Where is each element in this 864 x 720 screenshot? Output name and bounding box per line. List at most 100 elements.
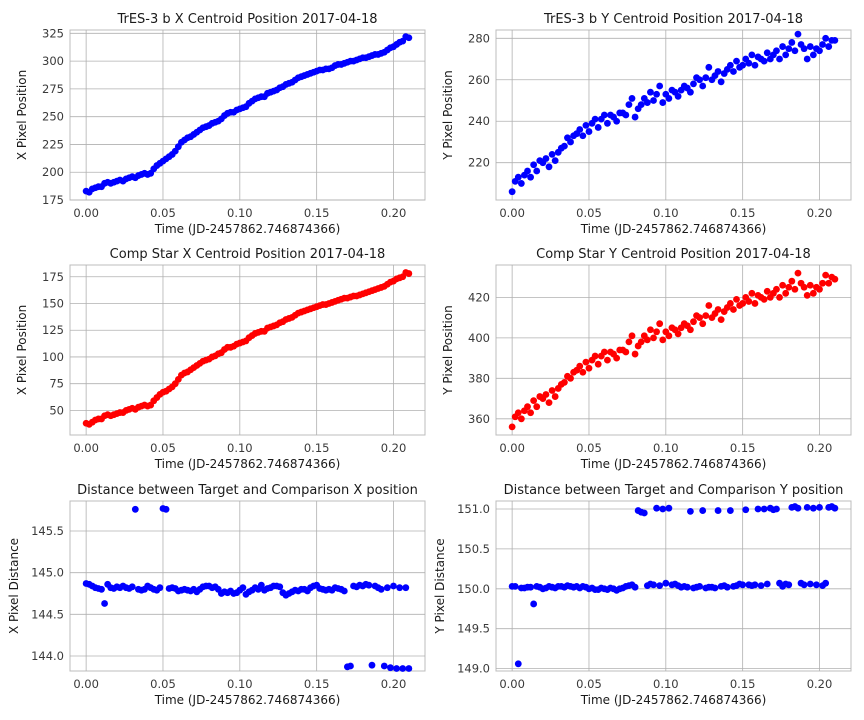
- plot-area: [495, 264, 852, 436]
- data-point: [696, 76, 704, 84]
- data-point: [585, 128, 593, 135]
- data-point: [788, 39, 796, 46]
- data-point: [508, 423, 516, 431]
- data-point: [650, 97, 657, 104]
- data-point: [653, 328, 660, 336]
- y-tick-label: 225: [42, 137, 64, 151]
- data-point: [631, 350, 639, 358]
- data-point: [739, 581, 747, 589]
- data-point: [717, 316, 725, 324]
- data-point: [831, 36, 839, 44]
- data-point: [368, 661, 376, 669]
- data-point: [514, 173, 522, 181]
- data-point: [822, 579, 830, 587]
- subplot-3: 0.00 0.05 0.10 0.15 0.20 50 75 100 125 150 175 Comp…: [15, 247, 426, 471]
- data-point: [604, 119, 611, 127]
- y-tick-label: 150: [42, 296, 64, 310]
- data-point: [647, 88, 654, 96]
- data-point: [387, 664, 394, 672]
- x-tick-label: 0.10: [227, 677, 253, 691]
- data-point: [591, 352, 599, 360]
- data-point: [806, 281, 814, 289]
- data-point: [748, 51, 756, 59]
- x-tick-label: 0.20: [807, 677, 833, 691]
- y-tick-label: 144.0: [31, 649, 64, 663]
- data-point: [800, 45, 808, 53]
- data-point: [751, 300, 759, 307]
- y-tick-label: 240: [468, 114, 490, 128]
- y-tick-label: 220: [468, 156, 490, 170]
- data-point: [705, 63, 713, 71]
- x-tick-label: 0.05: [150, 441, 176, 455]
- data-point: [542, 155, 550, 162]
- data-point: [591, 115, 599, 123]
- data-point: [816, 503, 823, 511]
- data-point: [705, 302, 713, 309]
- x-tick-label: 0.00: [499, 677, 525, 691]
- x-tick-label: 0.20: [381, 677, 407, 691]
- data-point: [782, 51, 790, 59]
- y-tick-label: 250: [42, 110, 64, 124]
- data-point: [696, 314, 704, 322]
- x-axis-label: Time (JD-2457862.746874366): [154, 693, 341, 707]
- data-point: [742, 506, 750, 514]
- data-point: [643, 99, 651, 106]
- data-point: [726, 61, 734, 69]
- data-point: [530, 600, 538, 608]
- data-point: [396, 584, 404, 592]
- data-point: [276, 583, 284, 591]
- y-tick-label: 175: [42, 193, 64, 207]
- data-point: [687, 88, 694, 96]
- y-tick-label: 275: [42, 82, 64, 96]
- data-point: [733, 57, 740, 65]
- y-axis-label: X Pixel Position: [15, 70, 29, 160]
- data-point: [631, 583, 639, 591]
- y-tick-label: 150.5: [457, 542, 490, 556]
- data-point: [803, 55, 811, 63]
- data-point: [659, 99, 667, 106]
- data-point: [791, 47, 799, 55]
- x-tick-label: 0.20: [381, 206, 407, 220]
- data-point: [530, 161, 538, 169]
- data-point: [739, 61, 747, 69]
- x-tick-label: 0.05: [576, 677, 602, 691]
- data-point: [739, 300, 747, 307]
- data-point: [101, 600, 108, 607]
- data-point: [567, 374, 574, 382]
- x-tick-label: 0.00: [499, 441, 525, 455]
- data-point: [637, 101, 645, 109]
- subplot-4: 0.00 0.05 0.10 0.15 0.20 360 380 400 420 Comp Sta…: [441, 247, 852, 471]
- data-point: [656, 582, 664, 590]
- x-axis-label: Time (JD-2457862.746874366): [580, 693, 767, 707]
- data-point: [831, 504, 839, 512]
- data-point: [791, 285, 799, 293]
- plot-area: [495, 29, 852, 201]
- data-point: [527, 409, 534, 417]
- data-point: [726, 300, 734, 307]
- x-tick-label: 0.10: [653, 677, 679, 691]
- data-point: [393, 665, 400, 672]
- x-tick-label: 0.10: [227, 441, 253, 455]
- data-point: [751, 61, 759, 69]
- x-axis-label: Time (JD-2457862.746874366): [580, 457, 767, 471]
- y-tick-label: 280: [468, 31, 490, 45]
- data-point: [690, 318, 697, 326]
- chart-title: Comp Star X Centroid Position 2017-04-18: [110, 247, 386, 262]
- y-tick-label: 144.5: [31, 607, 64, 621]
- data-point: [527, 173, 534, 181]
- subplot-2: 0.00 0.05 0.10 0.15 0.20 220 240 260 280 TrES-3 b…: [441, 12, 852, 236]
- data-point: [631, 113, 639, 121]
- x-tick-label: 0.15: [730, 677, 756, 691]
- data-point: [723, 583, 731, 591]
- data-point: [785, 283, 793, 291]
- data-point: [402, 584, 410, 592]
- data-point: [622, 348, 630, 356]
- x-tick-label: 0.10: [227, 206, 253, 220]
- data-point: [517, 180, 525, 187]
- data-point: [702, 74, 710, 82]
- data-point: [625, 101, 633, 109]
- data-point: [514, 409, 522, 417]
- y-tick-label: 325: [42, 26, 64, 40]
- data-point: [800, 283, 808, 291]
- data-point: [730, 306, 737, 313]
